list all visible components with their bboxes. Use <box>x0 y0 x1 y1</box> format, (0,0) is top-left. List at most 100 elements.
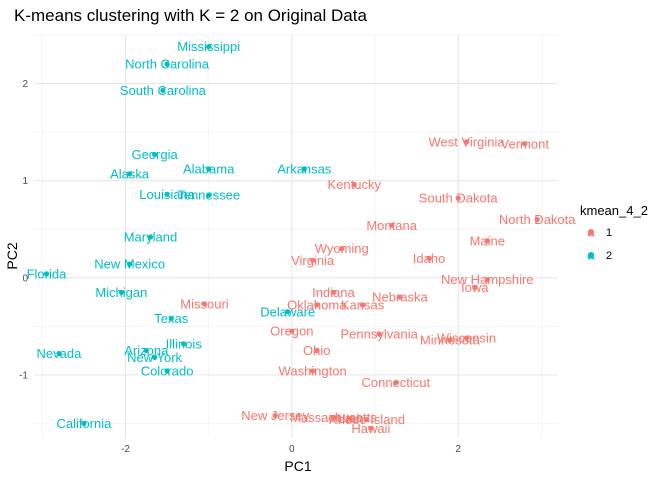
data-point <box>347 415 353 422</box>
point-label: New Jersey <box>241 408 309 423</box>
data-point <box>147 234 154 240</box>
data-point <box>393 380 399 386</box>
data-point <box>43 271 50 277</box>
data-point <box>310 368 316 374</box>
point-label: Idaho <box>413 251 446 266</box>
data-point <box>376 331 382 337</box>
point-label: South Carolina <box>120 83 207 98</box>
data-point <box>285 309 291 315</box>
data-point <box>534 216 540 223</box>
point-label: Arkansas <box>277 162 332 177</box>
legend-key-letter: a <box>587 225 595 240</box>
data-point <box>351 181 357 188</box>
point-label: Utah <box>336 411 363 426</box>
point-label: New Mexico <box>94 257 165 272</box>
data-point <box>330 415 337 421</box>
data-point <box>206 166 212 172</box>
point-label: Wisconsin <box>437 330 496 345</box>
point-label: Rhode Island <box>328 412 405 427</box>
point-label: Minnesota <box>420 332 481 347</box>
point-labels: Mississippi North Carolina South Carolina G… <box>27 39 577 436</box>
point-label: Oklahoma <box>287 297 347 312</box>
point-label: Virginia <box>291 253 335 268</box>
point-label: Missouri <box>180 296 229 311</box>
point-label: Delaware <box>260 304 315 319</box>
legend-label: 2 <box>606 250 612 262</box>
data-point <box>472 284 478 291</box>
data-point <box>426 255 432 261</box>
point-label: North Carolina <box>125 57 210 72</box>
x-tick-label: -2 <box>121 444 130 455</box>
data-point <box>289 328 295 334</box>
point-label: California <box>56 416 112 431</box>
data-point <box>201 301 208 307</box>
data-point <box>152 354 158 360</box>
legend-key-letter: a <box>587 248 595 263</box>
data-point <box>463 335 470 341</box>
y-tick-label: 1 <box>22 176 28 187</box>
point-label: Vermont <box>501 136 550 151</box>
point-label: Oregon <box>270 324 313 339</box>
point-label: Indiana <box>312 285 355 300</box>
point-label: Georgia <box>131 147 178 162</box>
point-label: Illinois <box>166 336 203 351</box>
data-point <box>301 166 307 172</box>
data-point <box>272 413 278 419</box>
point-label: Wyoming <box>315 241 369 256</box>
point-label: Mississippi <box>177 39 240 54</box>
data-point <box>164 61 170 67</box>
point-label: Iowa <box>461 280 489 295</box>
point-label: Washington <box>279 363 347 378</box>
data-point <box>397 294 403 300</box>
legend-label: 1 <box>606 227 612 239</box>
grid <box>34 34 558 438</box>
point-label: Pennsylvania <box>341 327 419 342</box>
data-point <box>152 151 158 158</box>
legend: kmean_4_2 a 1a 2 <box>580 203 648 263</box>
data-point <box>118 289 124 295</box>
legend-key <box>588 252 594 258</box>
legend-key <box>588 229 594 235</box>
data-point <box>364 416 370 423</box>
data-point <box>310 257 316 263</box>
point-label: North Dakota <box>499 212 576 227</box>
point-label: Maryland <box>124 229 177 244</box>
chart-title: K-means clustering with K = 2 on Origina… <box>14 6 367 25</box>
point-label: Connecticut <box>361 375 430 390</box>
y-tick-label: 0 <box>22 273 28 284</box>
point-label: Maine <box>470 233 505 248</box>
y-axis-title: PC2 <box>4 242 20 269</box>
data-point <box>447 337 453 343</box>
point-label: Kansas <box>341 297 385 312</box>
data-point <box>463 139 470 145</box>
data-points <box>43 44 540 431</box>
point-label: Montana <box>366 218 417 233</box>
data-point <box>368 425 374 431</box>
data-point <box>314 348 320 354</box>
point-label: Louisiana <box>139 187 195 202</box>
point-label: Hawaii <box>351 421 390 436</box>
data-point <box>389 222 395 228</box>
data-point <box>181 341 187 347</box>
data-point <box>455 195 461 201</box>
point-label: Florida <box>27 266 68 281</box>
x-tick-label: 0 <box>289 444 295 455</box>
point-label: Massachusetts <box>290 410 377 425</box>
point-label: Tennessee <box>177 188 240 203</box>
data-point <box>56 350 62 357</box>
data-point <box>314 302 320 308</box>
data-point <box>127 261 133 267</box>
data-point <box>206 44 212 50</box>
data-point <box>164 368 170 374</box>
point-label: Michigan <box>95 285 147 300</box>
data-point <box>81 420 87 427</box>
x-tick-label: 2 <box>455 444 461 455</box>
data-point <box>330 289 337 295</box>
point-label: West Virginia <box>428 134 505 149</box>
point-label: Nebraska <box>372 290 428 305</box>
data-point <box>359 302 366 308</box>
data-point <box>522 141 528 147</box>
y-tick-label: 2 <box>22 79 28 90</box>
data-point <box>206 192 212 198</box>
